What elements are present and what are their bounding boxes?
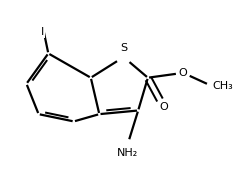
Text: NH₂: NH₂ bbox=[117, 148, 138, 158]
Text: O: O bbox=[159, 102, 168, 112]
Text: I: I bbox=[41, 27, 44, 37]
Text: CH₃: CH₃ bbox=[212, 81, 233, 91]
Text: O: O bbox=[179, 68, 188, 78]
Text: S: S bbox=[120, 43, 127, 53]
